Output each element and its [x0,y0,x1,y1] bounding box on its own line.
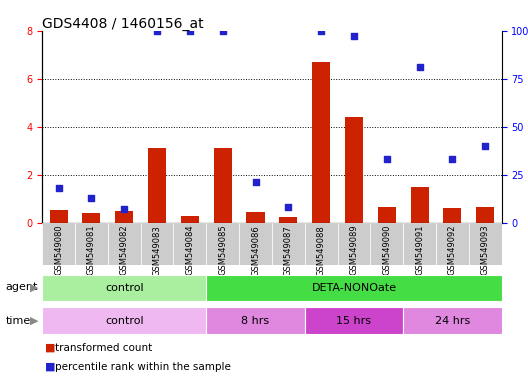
Text: 15 hrs: 15 hrs [336,316,372,326]
Text: percentile rank within the sample: percentile rank within the sample [55,362,231,372]
Text: ■: ■ [45,343,55,353]
Bar [312,62,330,223]
Bar [279,217,297,223]
Text: GSM549080: GSM549080 [54,225,63,275]
Point [416,64,424,70]
Bar [42,223,75,265]
Text: control: control [105,316,144,326]
Text: GSM549083: GSM549083 [153,225,162,276]
Bar [50,210,68,223]
Bar [305,307,403,334]
Point [54,185,63,191]
Bar [181,215,199,223]
Text: ▶: ▶ [30,282,39,292]
Text: GSM549087: GSM549087 [284,225,293,276]
Bar [42,275,206,301]
Point [448,156,457,162]
Bar [42,307,206,334]
Bar [476,207,494,223]
Bar [403,307,502,334]
Text: GSM549091: GSM549091 [415,225,424,275]
Text: 24 hrs: 24 hrs [435,316,470,326]
Text: ▶: ▶ [30,316,39,326]
Bar [108,223,140,265]
Bar [403,223,436,265]
Bar [411,187,429,223]
Point [219,28,227,34]
Point [87,195,96,201]
Text: 8 hrs: 8 hrs [241,316,270,326]
Point [317,28,325,34]
Text: DETA-NONOate: DETA-NONOate [312,283,397,293]
Bar [115,211,133,223]
Bar [140,223,174,265]
Bar [337,223,370,265]
Bar [82,213,100,223]
Text: GSM549093: GSM549093 [480,225,489,275]
Bar [378,207,396,223]
Point [481,143,489,149]
Text: GSM549090: GSM549090 [382,225,391,275]
Bar [239,223,272,265]
Bar [214,148,232,223]
Text: agent: agent [5,282,37,292]
Bar [469,223,502,265]
Text: GSM549089: GSM549089 [350,225,359,275]
Text: GSM549092: GSM549092 [448,225,457,275]
Bar [272,223,305,265]
Bar [444,208,461,223]
Bar [206,307,305,334]
Bar [345,117,363,223]
Bar [206,275,502,301]
Bar [148,148,166,223]
Text: control: control [105,283,144,293]
Text: GSM549086: GSM549086 [251,225,260,276]
Text: GSM549082: GSM549082 [120,225,129,275]
Text: transformed count: transformed count [55,343,153,353]
Point [186,28,194,34]
Text: ■: ■ [45,362,55,372]
Text: GDS4408 / 1460156_at: GDS4408 / 1460156_at [42,17,204,31]
Text: GSM549088: GSM549088 [317,225,326,276]
Bar [247,212,265,223]
Bar [305,223,337,265]
Bar [174,223,206,265]
Point [382,156,391,162]
Text: GSM549084: GSM549084 [185,225,194,275]
Point [350,33,358,40]
Point [153,28,162,34]
Bar [75,223,108,265]
Bar [206,223,239,265]
Point [251,179,260,185]
Text: GSM549085: GSM549085 [218,225,227,275]
Bar [436,223,469,265]
Text: time: time [5,316,31,326]
Point [120,206,128,212]
Point [284,204,293,210]
Text: GSM549081: GSM549081 [87,225,96,275]
Bar [370,223,403,265]
